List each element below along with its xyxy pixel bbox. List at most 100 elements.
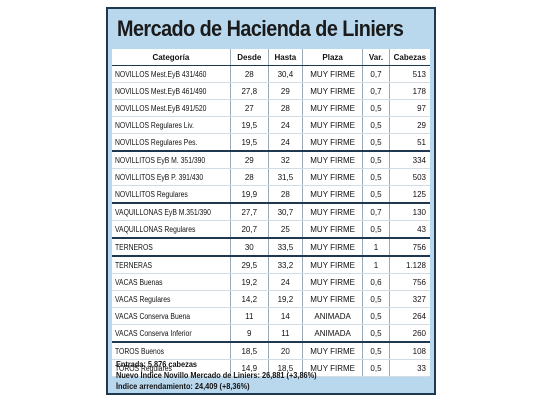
- category-label: NOVILLOS Mest.EyB 491/520: [115, 103, 207, 113]
- table-row: TERNEROS 30 33,5 MUY FIRME 1 756: [112, 237, 430, 257]
- row-from: 29: [229, 150, 269, 169]
- category-label: TOROS Buenos: [115, 346, 165, 356]
- row-market: MUY FIRME: [301, 341, 363, 360]
- row-from: 19,9: [229, 185, 269, 204]
- row-heads: 756: [388, 273, 430, 291]
- row-variation: 0,5: [362, 116, 390, 134]
- category-label: NOVILLITOS Regulares: [115, 189, 188, 199]
- row-category: VAQUILLONAS Regulares: [112, 220, 231, 239]
- row-heads: 51: [388, 133, 430, 152]
- category-label: TERNERAS: [115, 260, 153, 270]
- row-market: ANIMADA: [301, 324, 363, 343]
- row-variation: 0,5: [362, 290, 390, 308]
- row-from: 30: [229, 237, 269, 257]
- row-category: NOVILLITOS Regulares: [112, 185, 231, 204]
- row-variation: 0,5: [362, 324, 390, 343]
- table-row: TOROS Buenos 18,5 20 MUY FIRME 0,5 108: [112, 341, 430, 360]
- table-row: VAQUILLONAS EyB M.351/390 27,7 30,7 MUY FIR…: [112, 202, 430, 221]
- row-heads: 43: [388, 220, 430, 239]
- row-variation: 0,5: [362, 168, 390, 186]
- row-heads: 178: [388, 82, 430, 100]
- row-variation: 0,5: [362, 307, 390, 325]
- category-label: NOVILLOS Regulares Liv.: [115, 120, 194, 130]
- row-market: MUY FIRME: [301, 273, 363, 291]
- header-variation: Var.: [362, 49, 390, 66]
- row-variation: 0,5: [362, 99, 390, 117]
- row-heads: 97: [388, 99, 430, 117]
- row-market: MUY FIRME: [301, 185, 363, 204]
- row-market: MUY FIRME: [301, 290, 363, 308]
- row-to: 29: [267, 82, 303, 100]
- row-market: MUY FIRME: [301, 65, 363, 83]
- summary-footer: Entrada: 5.876 cabezas Nuevo Índice Novi…: [116, 359, 434, 392]
- row-heads: 513: [388, 65, 430, 83]
- row-variation: 1: [362, 237, 390, 257]
- prices-table: Categoría Desde Hasta Plaza Var. Cabezas…: [112, 49, 430, 377]
- row-market: MUY FIRME: [301, 133, 363, 152]
- row-category: NOVILLOS Mest.EyB 491/520: [112, 99, 231, 117]
- row-to: 28: [267, 185, 303, 204]
- row-to: 24: [267, 273, 303, 291]
- row-to: 19,2: [267, 290, 303, 308]
- row-variation: 0,7: [362, 65, 390, 83]
- row-variation: 0,5: [362, 220, 390, 239]
- header-category: Categoría: [112, 49, 231, 66]
- category-label: NOVILLITOS EyB P. 391/430: [115, 172, 204, 182]
- table-row: NOVILLITOS EyB P. 391/430 28 31,5 MUY FIRME…: [112, 168, 430, 186]
- category-label: VACAS Conserva Buena: [115, 311, 191, 321]
- row-market: MUY FIRME: [301, 82, 363, 100]
- category-label: VACAS Conserva Inferior: [115, 328, 192, 338]
- row-market: MUY FIRME: [301, 237, 363, 257]
- category-label: TOROS Regulares: [115, 363, 172, 373]
- row-from: 27,8: [229, 82, 269, 100]
- row-heads: 1.128: [388, 255, 430, 274]
- table-row: NOVILLOS Mest.EyB 461/490 27,8 29 MUY FIRME…: [112, 82, 430, 100]
- row-from: 9: [229, 324, 269, 343]
- header-from: Desde: [229, 49, 269, 66]
- category-label: VAQUILLONAS Regulares: [115, 224, 196, 234]
- category-label: NOVILLOS Mest.EyB 431/460: [115, 69, 207, 79]
- category-label: VACAS Regulares: [115, 294, 171, 304]
- row-heads: 327: [388, 290, 430, 308]
- header-row: Categoría Desde Hasta Plaza Var. Cabezas: [112, 49, 430, 66]
- row-market: MUY FIRME: [301, 202, 363, 221]
- header-market: Plaza: [301, 49, 363, 66]
- row-category: VACAS Buenas: [112, 273, 231, 291]
- row-category: TERNERAS: [112, 255, 231, 274]
- table-row: NOVILLOS Regulares Liv. 19,5 24 MUY FIRME 0,…: [112, 116, 430, 134]
- header-heads: Cabezas: [388, 49, 430, 66]
- row-from: 28: [229, 65, 269, 83]
- row-heads: 264: [388, 307, 430, 325]
- table-row: NOVILLITOS EyB M. 351/390 29 32 MUY FIRME 0,…: [112, 150, 430, 169]
- row-to: 33,5: [267, 237, 303, 257]
- row-market: MUY FIRME: [301, 99, 363, 117]
- table-row: TOROS Regulares 14,9 18,5 MUY FIRME 0,5 33: [112, 359, 430, 377]
- table-row: VACAS Regulares 14,2 19,2 MUY FIRME 0,5 327: [112, 290, 430, 308]
- row-from: 14,2: [229, 290, 269, 308]
- row-variation: 0,6: [362, 273, 390, 291]
- row-heads: 260: [388, 324, 430, 343]
- table-row: NOVILLITOS Regulares 19,9 28 MUY FIRME 0,5 12…: [112, 185, 430, 204]
- row-to: 30,4: [267, 65, 303, 83]
- row-to: 30,7: [267, 202, 303, 221]
- row-variation: 0,7: [362, 202, 390, 221]
- row-category: VAQUILLONAS EyB M.351/390: [112, 202, 231, 221]
- row-market: MUY FIRME: [301, 255, 363, 274]
- row-heads: 334: [388, 150, 430, 169]
- row-heads: 125: [388, 185, 430, 204]
- row-market: MUY FIRME: [301, 168, 363, 186]
- table-row: VACAS Conserva Buena 11 14 ANIMADA 0,5 264: [112, 307, 430, 325]
- report-title: Mercado de Hacienda de Liniers: [117, 16, 404, 41]
- row-variation: 0,5: [362, 359, 390, 377]
- row-from: 27: [229, 99, 269, 117]
- row-from: 18,5: [229, 341, 269, 360]
- row-category: NOVILLITOS EyB P. 391/430: [112, 168, 231, 186]
- row-category: NOVILLITOS EyB M. 351/390: [112, 150, 231, 169]
- row-heads: 108: [388, 341, 430, 360]
- table-row: NOVILLOS Mest.EyB 431/460 28 30,4 MUY FIRME…: [112, 65, 430, 83]
- summary-rent-index: Índice arrendamiento: 24,409 (+8,36%): [116, 382, 250, 391]
- row-variation: 1: [362, 255, 390, 274]
- row-variation: 0,5: [362, 185, 390, 204]
- row-to: 28: [267, 99, 303, 117]
- row-variation: 0,5: [362, 341, 390, 360]
